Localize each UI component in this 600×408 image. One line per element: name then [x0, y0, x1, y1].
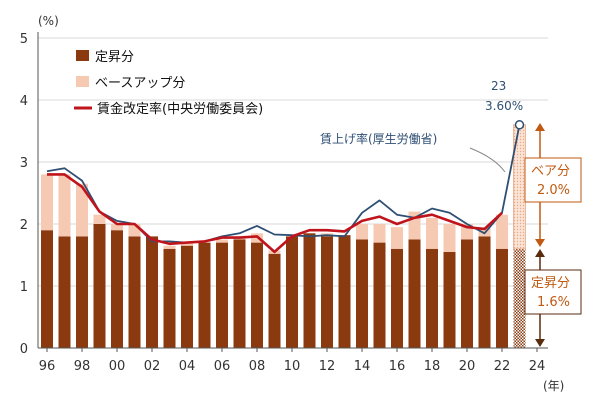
bar-teisho-18 — [426, 248, 438, 348]
x-tick-label-00: 00 — [109, 359, 126, 374]
bea-arrow-down — [535, 239, 545, 247]
annotation-kosei-label: 賃上げ率(厚生労働省) — [320, 131, 437, 146]
bar-teisho-14 — [356, 239, 368, 348]
bar-teisho-01 — [128, 236, 141, 348]
bar-baseup-18 — [426, 217, 438, 249]
bar-teisho-98 — [76, 236, 88, 348]
x-tick-label-20: 20 — [459, 359, 476, 374]
y-tick-label-3: 3 — [20, 156, 28, 171]
bar-teisho-10 — [286, 236, 298, 348]
teisho-arrow-up — [535, 249, 545, 257]
x-tick-label-04: 04 — [179, 359, 196, 374]
bar-baseup-99 — [93, 214, 106, 224]
x-tick-label-08: 08 — [249, 359, 266, 374]
bar-baseup-19 — [443, 224, 456, 252]
x-tick-label-02: 02 — [144, 359, 161, 374]
line-chuo — [47, 173, 503, 254]
point-kosei-23 — [514, 120, 525, 130]
bar-teisho-02 — [146, 236, 158, 348]
bar-teisho-19 — [443, 251, 456, 348]
x-tick-label-06: 06 — [214, 359, 231, 374]
bar-teisho-03 — [163, 248, 176, 348]
x-tick-label-14: 14 — [354, 359, 371, 374]
bea-value: 2.0% — [537, 183, 570, 198]
bar-baseup-06 — [216, 239, 228, 243]
x-unit-label: (年) — [543, 379, 564, 393]
x-tick-label-24: 24 — [529, 359, 546, 374]
bar-teisho-11 — [303, 233, 316, 348]
bar-teisho-07 — [233, 239, 246, 348]
y-tick-label-5: 5 — [20, 32, 28, 47]
teisho-value: 1.6% — [537, 295, 570, 310]
bar-teisho-99 — [93, 224, 106, 348]
annotation-year-23: 23 — [491, 79, 506, 93]
bar-baseup-21 — [478, 227, 491, 237]
bar-baseup-04 — [181, 242, 193, 246]
teisho-arrow-down — [535, 339, 545, 347]
bar-teisho-21 — [478, 236, 491, 348]
bar-baseup-00 — [111, 224, 123, 231]
teisho-box — [524, 269, 582, 315]
bar-baseup-97 — [58, 174, 71, 237]
line-kosei — [46, 124, 521, 244]
bar-teisho-08 — [251, 242, 263, 348]
x-tick-label-18: 18 — [424, 359, 441, 374]
bar-teisho-06 — [216, 242, 228, 348]
bea-arrow-up — [535, 123, 545, 131]
bar-teisho-04 — [181, 245, 193, 348]
bar-teisho-97 — [58, 236, 71, 348]
bar-teisho-12 — [321, 236, 333, 348]
bar-teisho-23 — [513, 248, 526, 348]
bar-teisho-00 — [111, 230, 123, 348]
y-tick-label-4: 4 — [20, 94, 28, 109]
annotation-value-360: 3.60% — [485, 99, 523, 113]
bar-teisho-17 — [408, 239, 421, 348]
bar-baseup-16 — [391, 227, 403, 249]
x-tick-label-10: 10 — [284, 359, 301, 374]
bar-teisho-09 — [268, 253, 281, 348]
bea-box — [524, 157, 582, 203]
legend-label-baseup: ベースアップ分 — [95, 76, 185, 91]
y-tick-label-1: 1 — [20, 280, 28, 295]
x-tick-label-16: 16 — [389, 359, 406, 374]
x-tick-label-22: 22 — [494, 359, 511, 374]
bar-baseup-03 — [163, 245, 176, 249]
annotations: 23 3.60% 賃上げ率(厚生労働省) ベア分 2.0% 定昇分 1.6% — [320, 79, 582, 347]
bar-teisho-05 — [198, 242, 211, 348]
legend-swatch-teisho — [76, 50, 89, 61]
bar-teisho-20 — [461, 239, 473, 348]
x-tick-label-12: 12 — [319, 359, 336, 374]
bar-baseup-14 — [356, 224, 368, 240]
bar-teisho-22 — [496, 248, 508, 348]
teisho-label: 定昇分 — [531, 276, 570, 291]
bea-label: ベア分 — [531, 164, 570, 179]
y-unit-label: (%) — [38, 14, 59, 28]
line-series — [46, 120, 525, 254]
y-tick-label-2: 2 — [20, 218, 28, 233]
y-tick-label-0: 0 — [20, 342, 28, 357]
bar-baseup-96 — [41, 174, 53, 231]
x-tick-label-98: 98 — [74, 359, 91, 374]
legend: 定昇分 ベースアップ分 賃金改定率(中央労働委員会) — [74, 50, 263, 117]
bar-baseup-01 — [128, 224, 141, 237]
legend-label-teisho: 定昇分 — [95, 50, 134, 65]
legend-swatch-baseup — [76, 76, 89, 87]
bar-baseup-15 — [373, 224, 386, 243]
x-tick-label-96: 96 — [39, 359, 56, 374]
bar-baseup-98 — [76, 183, 88, 237]
bar-teisho-96 — [41, 230, 53, 348]
bar-teisho-13 — [338, 235, 351, 348]
annotation-kosei-arrow — [469, 147, 506, 173]
legend-label-chuo: 賃金改定率(中央労働委員会) — [97, 101, 263, 117]
bar-teisho-15 — [373, 242, 386, 348]
bar-series — [41, 124, 526, 348]
bar-teisho-16 — [391, 248, 403, 348]
bar-baseup-22 — [496, 214, 508, 249]
